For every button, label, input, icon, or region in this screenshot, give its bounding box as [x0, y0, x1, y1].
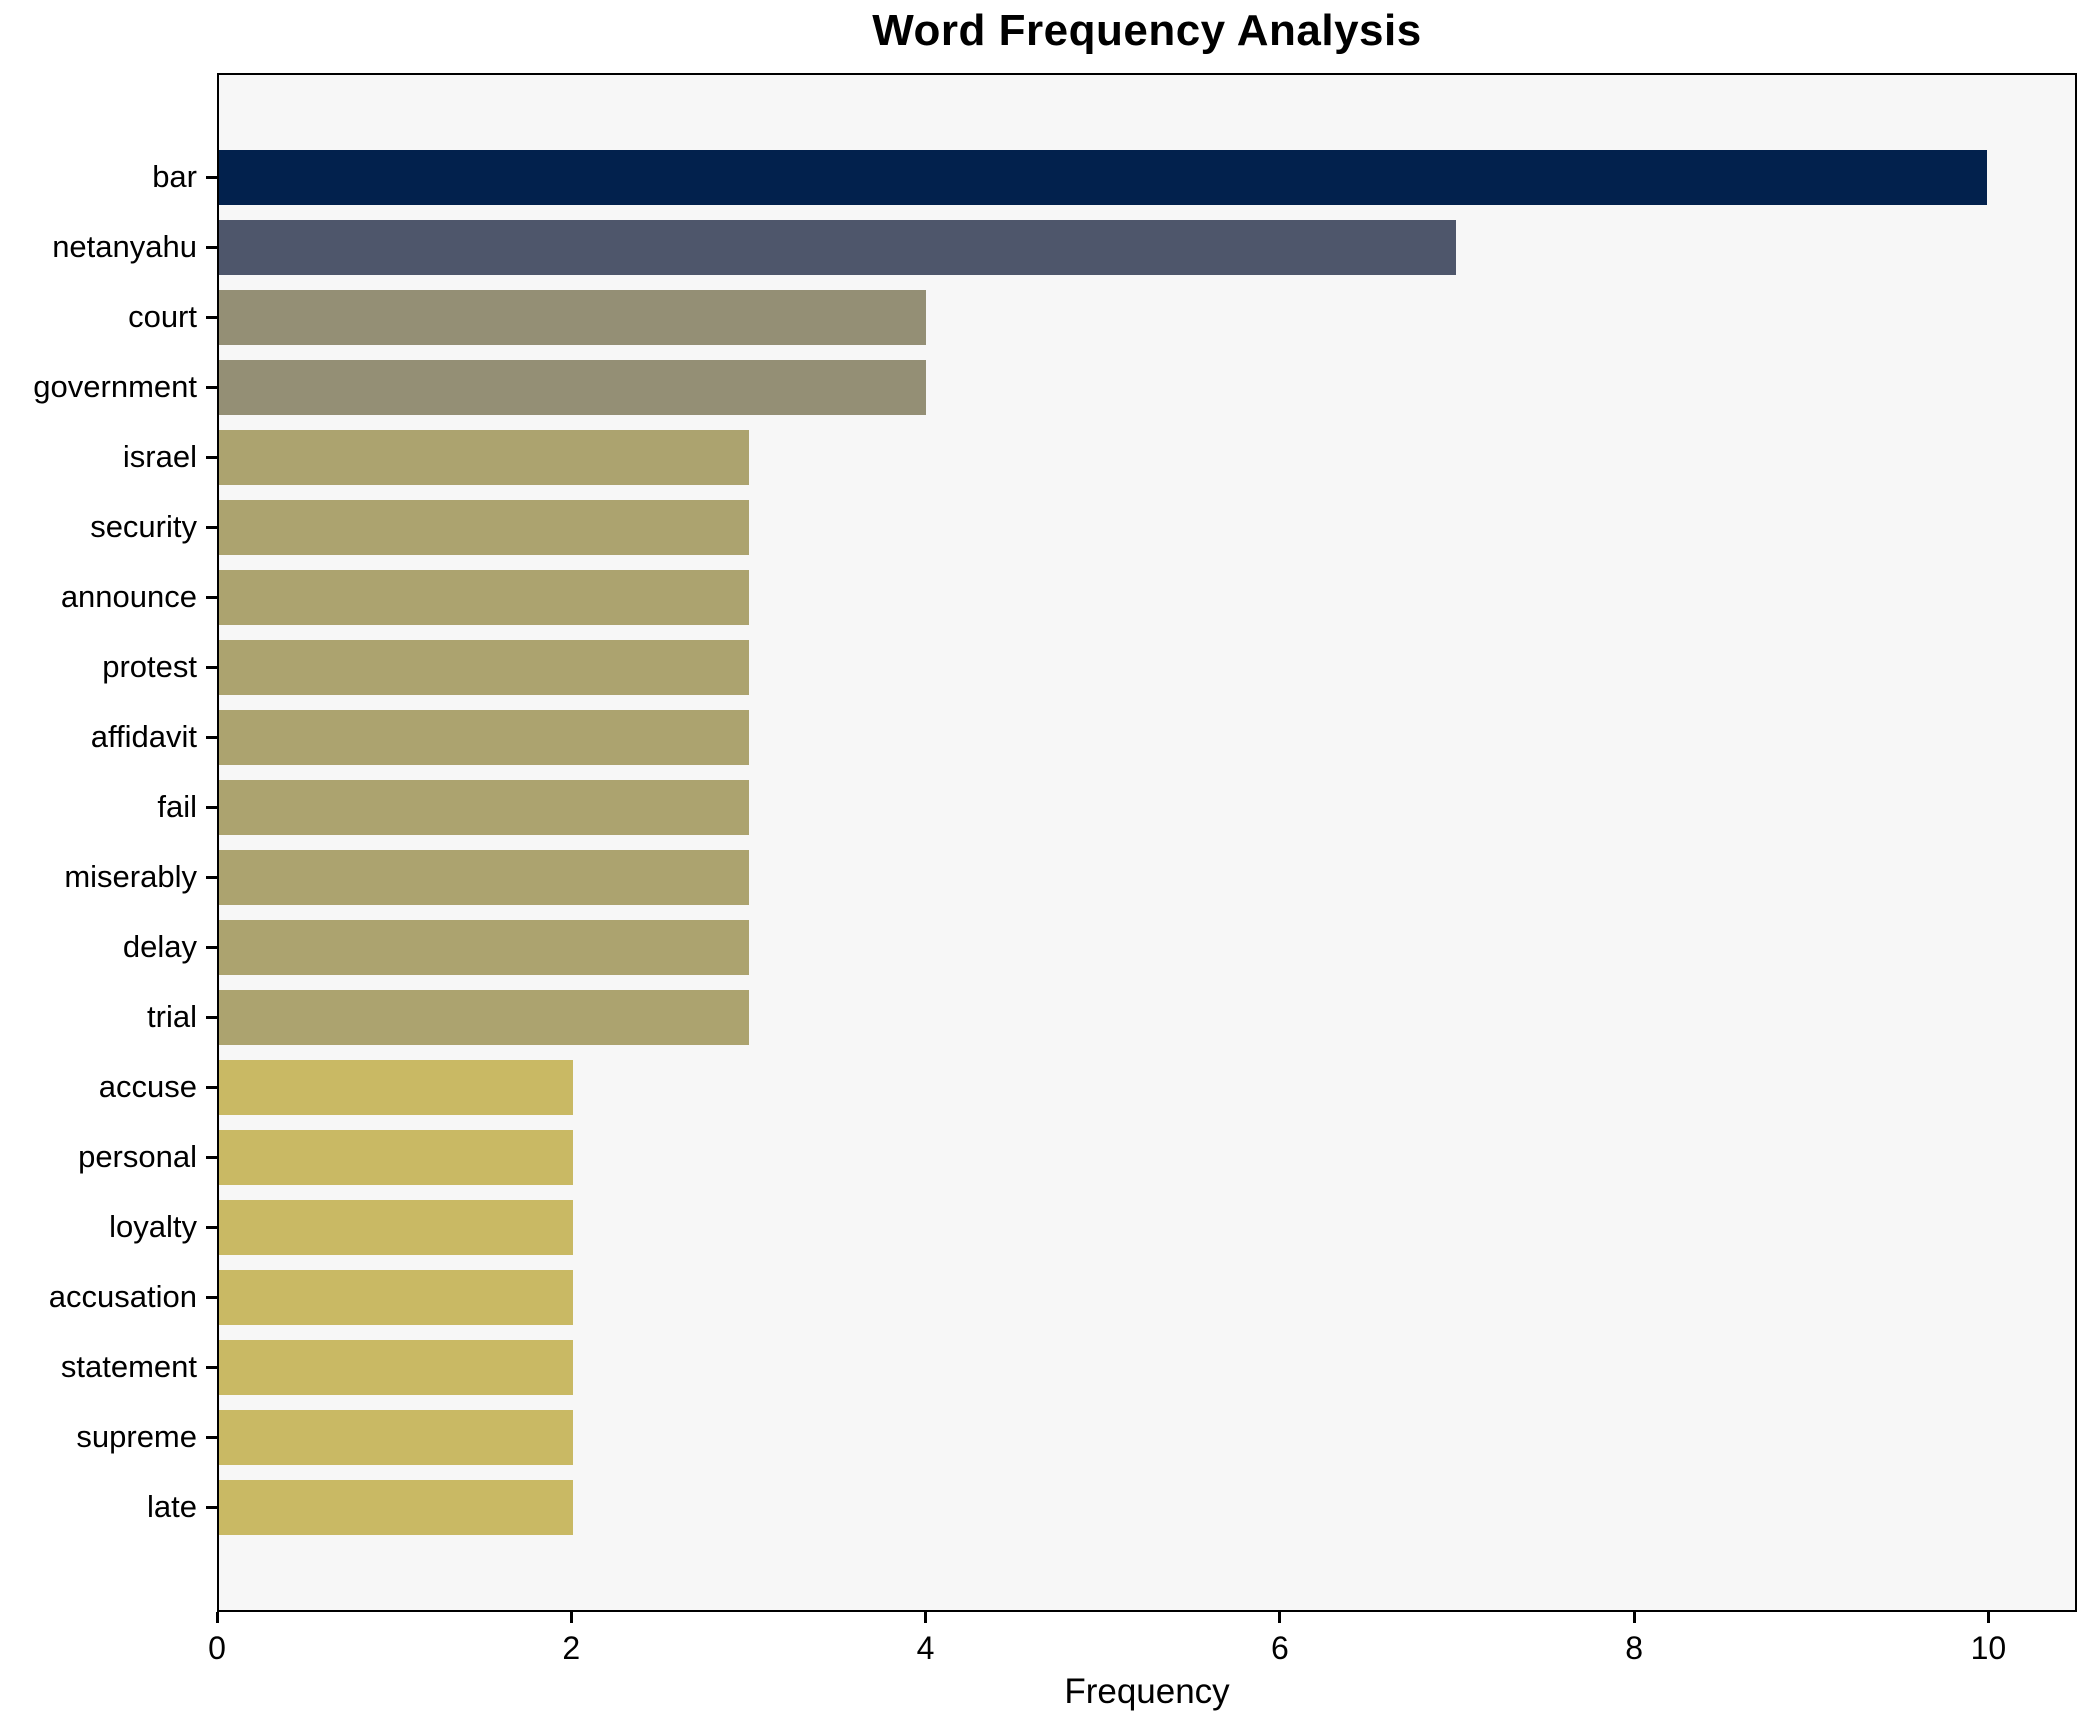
y-tick-label: delay [122, 929, 197, 964]
y-tick-label: accuse [98, 1069, 197, 1104]
y-tick-mark [206, 385, 217, 389]
y-tick-mark [206, 455, 217, 459]
plot-area [217, 73, 2077, 1612]
x-tick-mark [1278, 1612, 1282, 1623]
y-tick-mark [206, 735, 217, 739]
x-tick-label: 4 [916, 1630, 935, 1666]
y-tick-label: netanyahu [52, 229, 197, 264]
y-tick-label: accusation [48, 1279, 197, 1314]
bar-personal [219, 1129, 573, 1185]
bar-miserably [219, 849, 750, 905]
y-tick-mark [206, 1015, 217, 1019]
x-tick-mark [1632, 1612, 1636, 1623]
y-tick-label: israel [122, 439, 197, 474]
bar-protest [219, 639, 750, 695]
x-tick-label: 2 [562, 1630, 581, 1666]
x-tick-label: 10 [1970, 1630, 2007, 1666]
bar-late [219, 1479, 573, 1535]
y-tick-mark [206, 1505, 217, 1509]
y-tick-label: personal [78, 1139, 197, 1174]
y-tick-label: late [147, 1489, 197, 1524]
y-tick-mark [206, 175, 217, 179]
y-tick-label: court [128, 299, 197, 334]
y-tick-label: supreme [76, 1419, 197, 1454]
bar-accuse [219, 1059, 573, 1115]
x-tick-label: 6 [1270, 1630, 1289, 1666]
x-axis-label: Frequency [1064, 1672, 1230, 1711]
y-tick-label: fail [157, 789, 197, 824]
chart-title: Word Frequency Analysis [872, 6, 1422, 55]
y-tick-mark [206, 595, 217, 599]
x-tick-mark [1986, 1612, 1990, 1623]
bar-israel [219, 429, 750, 485]
bar-court [219, 289, 927, 345]
bar-affidavit [219, 709, 750, 765]
y-tick-label: miserably [64, 859, 197, 894]
y-tick-label: announce [60, 579, 197, 614]
bar-accusation [219, 1269, 573, 1325]
bar-announce [219, 569, 750, 625]
y-tick-mark [206, 245, 217, 249]
x-tick-label: 8 [1625, 1630, 1644, 1666]
y-tick-label: security [90, 509, 197, 544]
x-tick-mark [924, 1612, 928, 1623]
y-tick-mark [206, 945, 217, 949]
y-tick-label: protest [102, 649, 197, 684]
y-tick-mark [206, 805, 217, 809]
y-tick-mark [206, 1435, 217, 1439]
y-tick-label: trial [147, 999, 197, 1034]
bar-security [219, 499, 750, 555]
bar-bar [219, 149, 1987, 205]
bar-fail [219, 779, 750, 835]
y-tick-mark [206, 1225, 217, 1229]
bar-statement [219, 1339, 573, 1395]
bar-loyalty [219, 1199, 573, 1255]
bar-government [219, 359, 927, 415]
bar-delay [219, 919, 750, 975]
y-tick-mark [206, 525, 217, 529]
y-tick-label: statement [60, 1349, 197, 1384]
y-tick-mark [206, 1295, 217, 1299]
y-tick-mark [206, 875, 217, 879]
bar-supreme [219, 1409, 573, 1465]
y-tick-mark [206, 1085, 217, 1089]
x-tick-mark [215, 1612, 219, 1623]
y-tick-mark [206, 1365, 217, 1369]
y-tick-label: bar [152, 159, 197, 194]
y-tick-mark [206, 1155, 217, 1159]
x-tick-mark [569, 1612, 573, 1623]
y-tick-mark [206, 665, 217, 669]
y-tick-label: loyalty [109, 1209, 197, 1244]
x-tick-label: 0 [208, 1630, 226, 1666]
y-tick-label: affidavit [90, 719, 197, 754]
y-tick-label: government [33, 369, 197, 404]
bar-trial [219, 989, 750, 1045]
y-tick-mark [206, 315, 217, 319]
bar-netanyahu [219, 219, 1457, 275]
